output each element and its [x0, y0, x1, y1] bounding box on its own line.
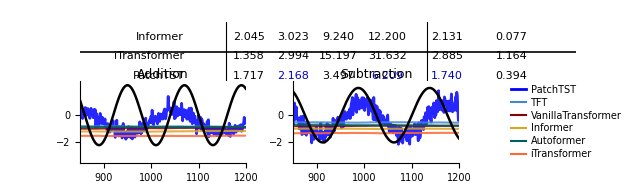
Text: 15.197: 15.197 — [319, 51, 357, 61]
Text: 2.994: 2.994 — [277, 51, 309, 61]
Text: 2.045: 2.045 — [233, 32, 264, 42]
Text: Informer: Informer — [136, 32, 184, 42]
Text: 1.740: 1.740 — [431, 71, 463, 81]
Text: 12.200: 12.200 — [368, 32, 407, 42]
Text: 1.164: 1.164 — [495, 51, 527, 61]
Text: 6.209: 6.209 — [372, 71, 403, 81]
Text: 0.077: 0.077 — [495, 32, 527, 42]
Text: iTransformer: iTransformer — [114, 51, 184, 61]
Text: 3.023: 3.023 — [277, 32, 309, 42]
Text: 2.131: 2.131 — [431, 32, 463, 42]
Text: 31.632: 31.632 — [368, 51, 407, 61]
Title: Subtraction: Subtraction — [340, 68, 412, 81]
Text: 3.497: 3.497 — [322, 71, 354, 81]
Title: Addition: Addition — [137, 68, 189, 81]
Text: 2.168: 2.168 — [277, 71, 309, 81]
Text: PatchTST: PatchTST — [132, 71, 184, 81]
Text: 9.240: 9.240 — [322, 32, 354, 42]
Text: 1.717: 1.717 — [233, 71, 264, 81]
Text: 2.885: 2.885 — [431, 51, 463, 61]
Legend: PatchTST, TFT, VanillaTransformer, Informer, Autoformer, iTransformer: PatchTST, TFT, VanillaTransformer, Infor… — [511, 85, 621, 159]
Text: 0.394: 0.394 — [495, 71, 527, 81]
Text: 1.358: 1.358 — [233, 51, 264, 61]
